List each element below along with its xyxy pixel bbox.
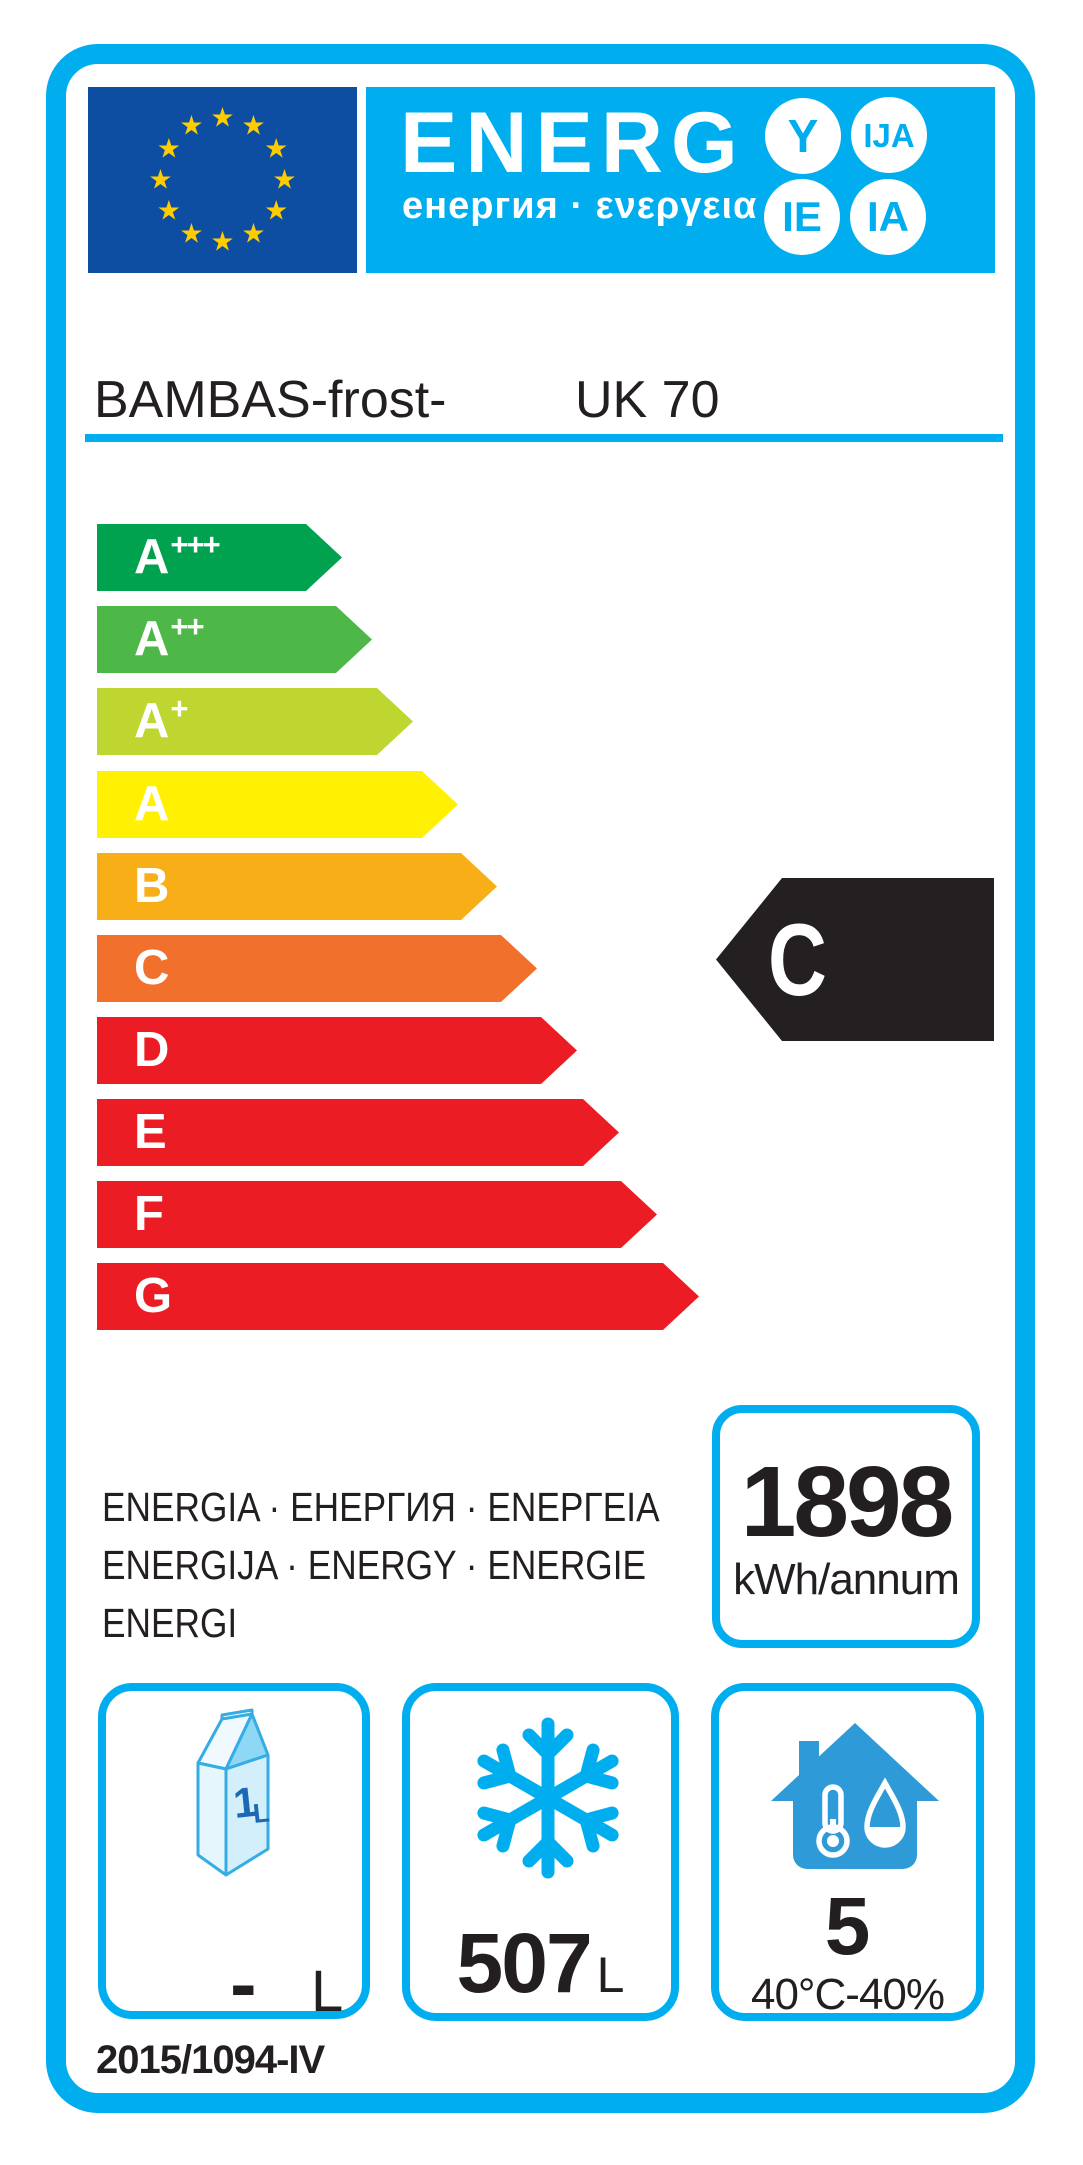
chill-capacity-unit: L bbox=[311, 1959, 344, 2024]
energy-words-line1: ENERGIA · ЕНЕРГИЯ · ENEPΓEIA bbox=[102, 1484, 660, 1530]
eu-star-icon: ★ bbox=[210, 102, 235, 133]
carton-volume-unit: L bbox=[251, 1797, 271, 1829]
class-letter: E bbox=[134, 1105, 167, 1159]
chill-capacity-value: - bbox=[230, 1939, 257, 2028]
class-arrow-a: A bbox=[97, 771, 458, 838]
class-letter: C bbox=[134, 941, 170, 995]
class-letter: A bbox=[134, 612, 170, 666]
language-badge-ija: IJA bbox=[851, 97, 927, 173]
annual-consumption-value: 1898 bbox=[740, 1445, 954, 1558]
eu-star-icon: ★ bbox=[264, 195, 289, 226]
energ-wordmark: ENERG bbox=[400, 95, 746, 191]
class-sup: ++ bbox=[170, 609, 203, 644]
chill-compartment-box: 1 L - L bbox=[98, 1683, 370, 2024]
energy-words: ENERGIA · ЕНЕРГИЯ · ENEPΓEIA ENERGIJA · … bbox=[102, 1478, 660, 1652]
language-badge-ie: IE bbox=[764, 179, 840, 255]
class-arrow-f: F bbox=[97, 1181, 657, 1248]
class-letter: A bbox=[134, 777, 170, 831]
class-arrow-e: E bbox=[97, 1099, 619, 1166]
eu-flag: ★ ★ ★ ★ ★ ★ ★ ★ ★ ★ ★ ★ bbox=[88, 87, 357, 273]
eu-star-icon: ★ bbox=[272, 164, 297, 195]
model-identifier: UK 70 bbox=[575, 371, 720, 429]
frozen-capacity-value: 507 bbox=[456, 1916, 593, 2010]
label-border bbox=[46, 44, 1035, 2113]
milk-carton-icon: 1 L bbox=[196, 1708, 271, 1877]
frozen-capacity-unit: L bbox=[596, 1947, 625, 2003]
supplier-brand: BAMBAS-frost- bbox=[94, 371, 447, 429]
annual-consumption-unit: kWh/annum bbox=[733, 1554, 960, 1604]
energ-header: ENERG енергия · ενεργεια Y IJA IE IA bbox=[366, 87, 995, 273]
class-arrow-g: G bbox=[97, 1263, 699, 1330]
language-badge-y: Y bbox=[765, 98, 841, 174]
class-arrow-a-plus2: A ++ bbox=[97, 606, 372, 673]
eu-star-icon: ★ bbox=[179, 218, 204, 249]
carton-volume-label: 1 bbox=[231, 1778, 259, 1827]
eu-star-icon: ★ bbox=[241, 218, 266, 249]
class-letter: A bbox=[134, 530, 170, 584]
roof-shape bbox=[771, 1723, 939, 1801]
class-arrow-b: B bbox=[97, 853, 497, 920]
eu-star-icon: ★ bbox=[156, 133, 181, 164]
class-letter: B bbox=[134, 859, 170, 913]
house-climate-icon bbox=[771, 1723, 939, 1869]
eu-star-icon: ★ bbox=[179, 110, 204, 141]
class-letter: A bbox=[134, 694, 170, 748]
eu-star-icon: ★ bbox=[148, 164, 173, 195]
regulation-reference: 2015/1094-IV bbox=[96, 2038, 325, 2082]
house-body-shape bbox=[793, 1783, 917, 1869]
class-letter: G bbox=[134, 1269, 173, 1323]
eu-star-icon: ★ bbox=[210, 226, 235, 257]
climate-condition: 40°C-40% bbox=[750, 1970, 945, 2019]
class-arrow-a-plus1: A + bbox=[97, 688, 413, 755]
class-arrow-d: D bbox=[97, 1017, 577, 1084]
eu-star-icon: ★ bbox=[264, 133, 289, 164]
eu-star-icon: ★ bbox=[241, 110, 266, 141]
rating-arrow: C bbox=[716, 878, 994, 1041]
class-sup: +++ bbox=[170, 527, 219, 562]
energy-words-line2: ENERGIJA · ENERGY · ENERGIE bbox=[102, 1542, 647, 1588]
climate-class-value: 5 bbox=[824, 1881, 871, 1972]
frozen-capacity: 507 L bbox=[410, 1921, 671, 2005]
class-arrow-c: C bbox=[97, 935, 537, 1002]
energy-words-line3: ENERGI bbox=[102, 1600, 238, 1646]
eu-star-icon: ★ bbox=[156, 195, 181, 226]
language-badge-ia: IA bbox=[850, 179, 926, 255]
class-arrow-a-plus3: A +++ bbox=[97, 524, 342, 591]
class-sup: + bbox=[170, 691, 187, 726]
energ-subtitle: енергия · ενεργεια bbox=[402, 185, 758, 227]
rating-letter: C bbox=[768, 902, 827, 1017]
climate-class-box: 5 40°C-40% bbox=[711, 1683, 984, 2021]
annual-consumption-box: 1898 kWh/annum bbox=[712, 1405, 980, 1648]
droplet-icon bbox=[864, 1777, 906, 1848]
snowflake-icon bbox=[477, 1717, 619, 1879]
class-letter: F bbox=[134, 1187, 164, 1241]
frozen-compartment-box: 507 L bbox=[402, 1683, 679, 2021]
class-letter: D bbox=[134, 1023, 170, 1077]
header-divider bbox=[85, 434, 1003, 442]
